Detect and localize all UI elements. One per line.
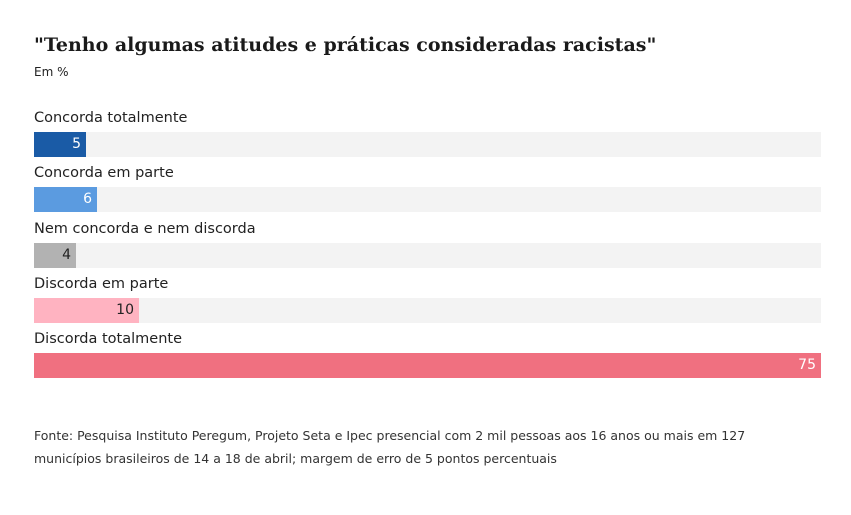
bar: 5 [34, 132, 86, 157]
value-label: 4 [62, 247, 71, 263]
category-label: Concorda totalmente [34, 110, 188, 126]
source-note: Fonte: Pesquisa Instituto Peregum, Proje… [34, 428, 746, 466]
bar-row: Discorda totalmente 75 [34, 331, 821, 378]
bar: 75 [34, 353, 821, 378]
bar-row: Concorda em parte 6 [34, 165, 821, 212]
bar: 10 [34, 298, 139, 323]
value-label: 10 [116, 302, 134, 318]
bar-track: 4 [34, 243, 821, 268]
bar-row: Discorda em parte 10 [34, 276, 821, 323]
category-label: Nem concorda e nem discorda [34, 221, 256, 237]
bar-row: Concorda totalmente 5 [34, 110, 821, 157]
bar: 4 [34, 243, 76, 268]
category-label: Discorda totalmente [34, 331, 182, 347]
chart-title: "Tenho algumas atitudes e práticas consi… [34, 34, 657, 56]
bar-track: 5 [34, 132, 821, 157]
bar: 6 [34, 187, 97, 212]
bar-track: 10 [34, 298, 821, 323]
bar-track: 6 [34, 187, 821, 212]
category-label: Concorda em parte [34, 165, 174, 181]
value-label: 6 [83, 191, 92, 207]
value-label: 75 [798, 357, 816, 373]
category-label: Discorda em parte [34, 276, 169, 292]
chart-subtitle: Em % [34, 65, 69, 79]
bar-row: Nem concorda e nem discorda 4 [34, 221, 821, 268]
bar-chart: Concorda totalmente 5 Concorda em parte 6 Ne… [34, 110, 821, 385]
bar-track: 75 [34, 353, 821, 378]
value-label: 5 [72, 136, 81, 152]
